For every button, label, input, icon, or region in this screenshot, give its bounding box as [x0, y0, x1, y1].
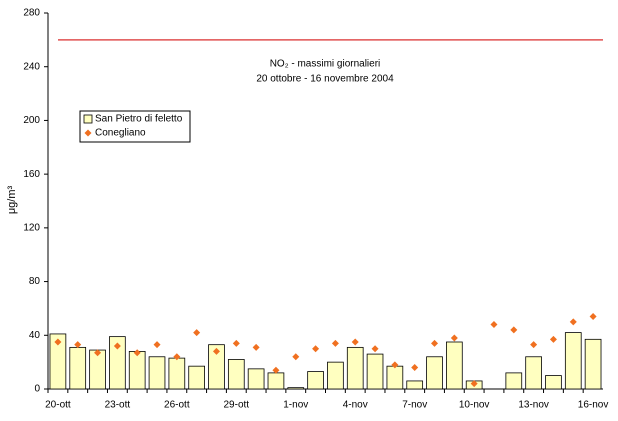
y-axis-label: μg/m³: [6, 185, 18, 214]
bar: [446, 341, 463, 390]
bar: [208, 344, 225, 390]
bar: [406, 380, 424, 390]
x-tick-label: 29-ott: [224, 400, 250, 411]
y-tick-label: 280: [23, 8, 40, 19]
marker: [272, 366, 280, 374]
bar: [168, 357, 186, 390]
bar: [109, 336, 126, 390]
legend-label: Conegliano: [95, 128, 146, 139]
marker: [94, 349, 102, 357]
bar: [128, 350, 146, 390]
marker: [351, 338, 359, 346]
y-tick-label: 160: [23, 169, 40, 180]
y-tick-label: 0: [34, 384, 40, 395]
bar: [386, 365, 404, 390]
marker: [450, 334, 458, 342]
bar: [267, 372, 285, 390]
bar: [327, 361, 344, 390]
marker: [371, 345, 379, 353]
y-tick-label: 80: [29, 276, 41, 287]
marker: [232, 339, 240, 347]
marker: [431, 339, 439, 347]
bar: [69, 346, 87, 390]
marker: [153, 341, 161, 349]
bar: [584, 338, 602, 390]
marker: [312, 345, 320, 353]
y-tick-label: 40: [29, 330, 41, 341]
bar: [307, 371, 324, 390]
x-tick-label: 16-nov: [578, 400, 609, 411]
bar: [564, 332, 582, 390]
x-tick-label: 1-nov: [283, 400, 308, 411]
bar: [148, 356, 166, 390]
legend-swatch: [83, 114, 93, 124]
y-tick-label: 120: [23, 222, 40, 233]
marker: [212, 347, 220, 355]
x-tick-label: 26-ott: [164, 400, 190, 411]
marker: [569, 318, 577, 326]
bar: [287, 387, 305, 390]
bar: [426, 356, 443, 390]
marker: [113, 342, 121, 350]
chart-subtitle: 20 ottobre - 16 novembre 2004: [256, 74, 394, 85]
legend-swatch: [84, 129, 92, 137]
marker: [589, 312, 597, 320]
marker: [133, 349, 141, 357]
x-tick-label: 23-ott: [105, 400, 131, 411]
marker: [252, 343, 260, 351]
bar: [525, 356, 542, 390]
bar: [188, 365, 205, 390]
x-tick-label: 13-nov: [518, 400, 549, 411]
marker: [530, 341, 538, 349]
bar: [545, 375, 562, 390]
marker: [391, 361, 399, 369]
marker: [54, 338, 62, 346]
marker: [193, 329, 201, 337]
marker: [331, 339, 339, 347]
x-tick-label: 4-nov: [343, 400, 368, 411]
marker: [74, 341, 82, 349]
bar: [49, 333, 67, 390]
marker: [470, 380, 478, 388]
marker: [292, 353, 300, 361]
x-tick-label: 10-nov: [459, 400, 490, 411]
marker: [510, 326, 518, 334]
marker: [173, 353, 181, 361]
y-tick-label: 240: [23, 61, 40, 72]
x-tick-label: 7-nov: [402, 400, 427, 411]
bar: [227, 359, 245, 390]
x-tick-label: 20-ott: [45, 400, 71, 411]
chart-title: NO₂ - massimi giornalieri: [270, 59, 381, 70]
marker: [549, 335, 557, 343]
legend-box: [79, 110, 191, 143]
y-tick-label: 200: [23, 115, 40, 126]
bar: [346, 346, 364, 390]
legend-label: San Pietro di feletto: [95, 114, 183, 125]
bar: [366, 353, 384, 390]
bar: [505, 372, 523, 390]
marker: [411, 364, 419, 372]
bar: [247, 368, 265, 390]
marker: [490, 321, 498, 329]
